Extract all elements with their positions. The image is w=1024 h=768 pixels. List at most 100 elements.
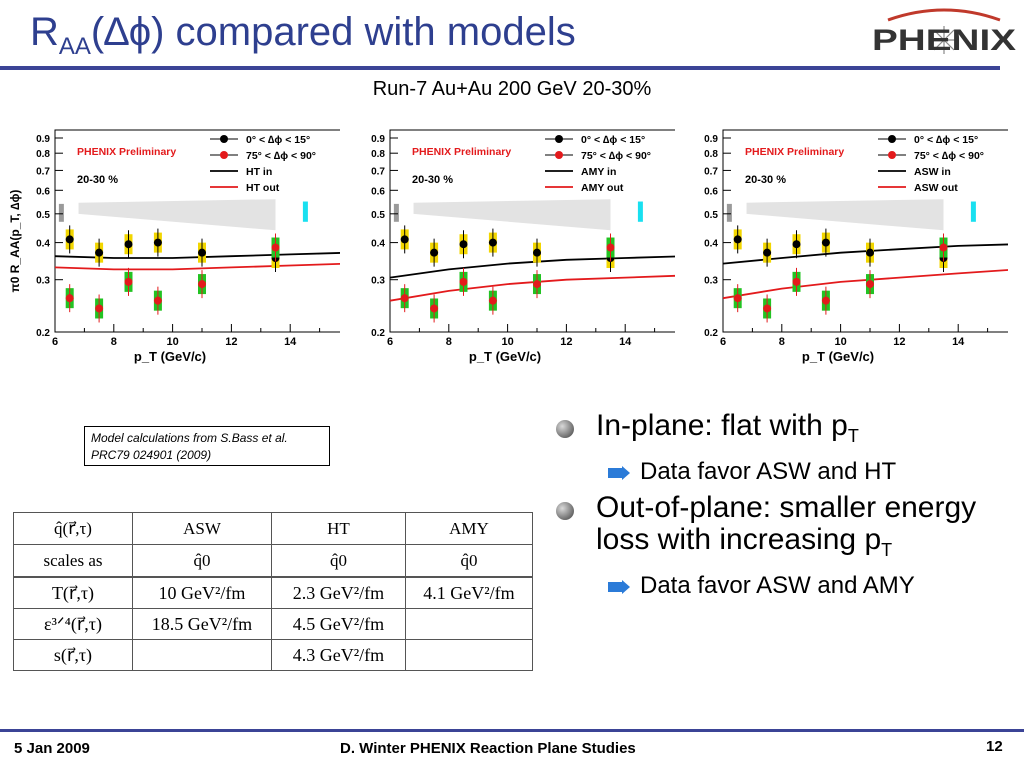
legend-label: ASW in [914, 166, 951, 178]
sub-bullet-text: Data favor ASW and HT [640, 458, 897, 485]
table-cell: AMY [405, 512, 533, 545]
x-tick-label: 14 [284, 336, 297, 348]
x-tick-label: 10 [501, 336, 513, 348]
chart-panel-asw: 0.20.30.40.50.60.70.80.96810121416p_T (G… [704, 129, 1008, 364]
legend-label: 75° < ∆ϕ < 90° [246, 150, 316, 162]
table-cell: 18.5 GeV²/fm [132, 608, 272, 640]
data-point [198, 280, 206, 289]
table-row: s(r⃗,τ) 4.3 GeV²/fm [13, 639, 533, 671]
x-tick-label: 6 [52, 336, 58, 348]
legend-label: 0° < ∆ϕ < 15° [246, 134, 310, 146]
sub-bullet-item: Data favor ASW and AMY [556, 572, 996, 600]
data-point [939, 243, 948, 252]
model-curve-ht-out [54, 262, 340, 271]
table-row: T(r⃗,τ) 10 GeV²/fm 2.3 GeV²/fm 4.1 GeV²/… [13, 577, 533, 609]
table-cell: ε³ᐟ⁴(r⃗,τ) [13, 608, 133, 640]
param-table-body: T(r⃗,τ) 10 GeV²/fm 2.3 GeV²/fm 4.1 GeV²/… [13, 577, 533, 671]
legend-label: AMY out [581, 182, 624, 194]
table-cell: T(r⃗,τ) [13, 577, 133, 609]
y-tick-label: 0.4 [371, 239, 385, 250]
data-point [821, 238, 830, 247]
x-tick-label: 6 [387, 336, 393, 348]
bullet-item: In-plane: flat with pT [556, 410, 996, 452]
centrality-label: 20-30 % [412, 174, 453, 186]
table-cell: scales as [13, 544, 133, 577]
x-tick-label: 8 [779, 336, 785, 348]
table-cell: q̂0 [132, 544, 272, 577]
table-cell [405, 608, 533, 640]
y-tick-label: 0.8 [704, 149, 718, 160]
y-tick-label: 0.7 [371, 166, 385, 177]
title-subscript: AA [58, 33, 91, 60]
y-tick-label: 0.4 [704, 239, 718, 250]
footer-rule [0, 729, 1024, 732]
data-point [153, 296, 162, 305]
model-curve-asw-out [722, 269, 1008, 300]
data-point [430, 304, 439, 313]
x-tick-label: 10 [834, 336, 846, 348]
data-point [124, 277, 133, 286]
arrow-bullet-icon [608, 466, 630, 480]
bullet-text: Out-of-plane: smaller energy loss with i… [596, 491, 977, 556]
y-tick-label: 0.9 [36, 134, 50, 145]
table-cell: 2.3 GeV²/fm [271, 577, 406, 609]
y-tick-label: 0.8 [371, 149, 385, 160]
y-tick-label: 0.3 [704, 276, 718, 287]
x-axis-label: p_T (GeV/c) [134, 349, 206, 364]
table-cell: q̂0 [271, 544, 406, 577]
table-cell: 4.3 GeV²/fm [271, 639, 406, 671]
y-tick-label: 0.6 [704, 186, 718, 197]
arrow-bullet-icon [608, 580, 630, 594]
centrality-label: 20-30 % [77, 174, 118, 186]
x-tick-label: 12 [225, 336, 237, 348]
title-rule [0, 66, 1000, 70]
y-tick-label: 0.5 [36, 210, 50, 221]
table-cell: 10 GeV²/fm [132, 577, 272, 609]
x-axis-label: p_T (GeV/c) [802, 349, 874, 364]
chart-subtitle: Run-7 Au+Au 200 GeV 20-30% [372, 78, 652, 100]
table-cell: 4.1 GeV²/fm [405, 577, 533, 609]
normalization-box-gray [58, 203, 64, 222]
model-note-line2: PRC79 024901 (2009) [91, 448, 212, 462]
data-point [95, 248, 104, 257]
data-point [124, 240, 133, 249]
bullet-list: In-plane: flat with pT Data favor ASW an… [556, 410, 996, 606]
data-point [65, 235, 74, 244]
data-point [65, 294, 74, 303]
table-cell: q̂0 [405, 544, 533, 577]
y-tick-label: 0.9 [371, 134, 385, 145]
legend-label: 75° < ∆ϕ < 90° [581, 150, 651, 162]
data-point [792, 240, 801, 249]
data-point [866, 248, 874, 257]
centrality-label: 20-30 % [745, 174, 786, 186]
legend-marker [888, 135, 896, 143]
data-point [606, 243, 615, 252]
x-tick-label: 8 [111, 336, 117, 348]
data-point [488, 238, 497, 247]
page-number: 12 [986, 738, 1003, 755]
x-tick-label: 12 [560, 336, 572, 348]
x-axis-label: p_T (GeV/c) [469, 349, 541, 364]
bullet-subscript: T [881, 540, 893, 560]
data-point [821, 296, 830, 305]
normalization-box-cyan [302, 201, 308, 222]
uncertainty-band [413, 199, 611, 231]
bullet-dot-icon [556, 420, 574, 438]
table-cell: HT [271, 512, 406, 545]
x-tick-label: 14 [619, 336, 632, 348]
y-tick-label: 0.2 [704, 328, 718, 339]
x-tick-label: 8 [446, 336, 452, 348]
preliminary-label: PHENIX Preliminary [412, 146, 511, 158]
y-tick-label: 0.2 [36, 328, 50, 339]
y-tick-label: 0.5 [704, 210, 718, 221]
y-tick-label: 0.6 [371, 186, 385, 197]
y-tick-label: 0.8 [36, 149, 50, 160]
slide-title: RAA(∆ϕ) compared with models [30, 10, 576, 61]
normalization-box-gray [393, 203, 399, 222]
data-point [400, 235, 409, 244]
x-tick-label: 6 [720, 336, 726, 348]
data-point [400, 294, 409, 303]
legend-marker [220, 151, 228, 159]
footer-title: D. Winter PHENIX Reaction Plane Studies [340, 740, 636, 757]
x-tick-label: 14 [952, 336, 965, 348]
